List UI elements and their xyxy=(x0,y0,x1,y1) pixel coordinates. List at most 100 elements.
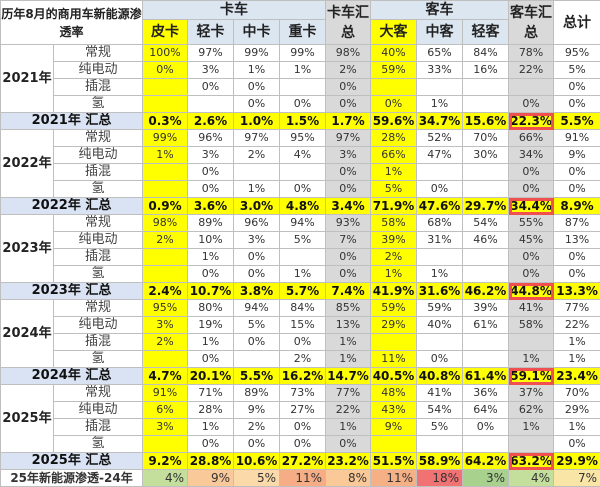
value-cell: 58% xyxy=(371,215,417,232)
value-cell: 0% xyxy=(326,436,371,453)
value-cell: 66% xyxy=(509,130,554,147)
value-cell: 65% xyxy=(417,45,463,62)
value-cell: 87% xyxy=(554,215,600,232)
value-cell: 99% xyxy=(280,45,326,62)
value-cell: 0% xyxy=(554,436,600,453)
value-cell: 5% xyxy=(417,419,463,436)
value-cell: 71% xyxy=(188,385,234,402)
total-cell: 28.8% xyxy=(188,453,234,470)
value-cell: 2% xyxy=(143,232,188,249)
bus-total-highlight-cell: 63.2% xyxy=(509,453,554,470)
diff-cell: 18% xyxy=(417,470,463,487)
value-cell: 40% xyxy=(417,317,463,334)
value-cell: 41% xyxy=(417,385,463,402)
value-cell: 29% xyxy=(371,317,417,334)
value-cell xyxy=(280,164,326,181)
value-cell: 27% xyxy=(280,402,326,419)
value-cell: 0% xyxy=(188,266,234,283)
value-cell: 1% xyxy=(188,334,234,351)
powertrain-label: 纯电动 xyxy=(54,232,143,249)
powertrain-label: 插混 xyxy=(54,164,143,181)
value-cell: 2% xyxy=(371,249,417,266)
value-cell: 0% xyxy=(417,181,463,198)
total-cell: 5.7% xyxy=(280,283,326,300)
value-cell: 96% xyxy=(188,130,234,147)
value-cell: 59% xyxy=(371,62,417,79)
total-cell: 16.2% xyxy=(280,368,326,385)
powertrain-label: 纯电动 xyxy=(54,147,143,164)
total-cell: 31.6% xyxy=(417,283,463,300)
value-cell xyxy=(371,334,417,351)
value-cell: 55% xyxy=(509,215,554,232)
diff-row-label: 25年新能源渗透-24年 xyxy=(1,470,143,487)
total-cell: 23.4% xyxy=(554,368,600,385)
value-cell: 1% xyxy=(188,419,234,436)
value-cell xyxy=(417,334,463,351)
group-header-bus: 客车 xyxy=(371,1,509,20)
value-cell: 1% xyxy=(417,266,463,283)
total-cell: 0.3% xyxy=(143,113,188,130)
total-cell: 3.0% xyxy=(234,198,280,215)
value-cell xyxy=(234,164,280,181)
group-header-truck-total: 卡车汇总 xyxy=(326,1,371,45)
value-cell: 39% xyxy=(371,232,417,249)
value-cell: 0% xyxy=(188,79,234,96)
value-cell xyxy=(280,79,326,96)
total-cell: 10.7% xyxy=(188,283,234,300)
value-cell: 47% xyxy=(417,147,463,164)
powertrain-label: 纯电动 xyxy=(54,402,143,419)
value-cell: 0% xyxy=(326,266,371,283)
total-cell: 1.7% xyxy=(326,113,371,130)
year-label: 2022年 xyxy=(1,130,54,198)
value-cell: 89% xyxy=(188,215,234,232)
value-cell xyxy=(143,96,188,113)
value-cell: 15% xyxy=(280,317,326,334)
value-cell: 59% xyxy=(371,300,417,317)
value-cell: 64% xyxy=(463,402,509,419)
value-cell: 70% xyxy=(463,130,509,147)
value-cell: 1% xyxy=(509,351,554,368)
value-cell: 0% xyxy=(554,249,600,266)
total-cell: 4.8% xyxy=(280,198,326,215)
value-cell: 0% xyxy=(234,96,280,113)
value-cell: 98% xyxy=(326,45,371,62)
value-cell: 33% xyxy=(417,62,463,79)
value-cell: 0% xyxy=(143,62,188,79)
value-cell: 0% xyxy=(188,436,234,453)
value-cell: 85% xyxy=(326,300,371,317)
value-cell: 94% xyxy=(234,300,280,317)
value-cell: 0% xyxy=(234,266,280,283)
value-cell: 0% xyxy=(509,164,554,181)
value-cell xyxy=(463,436,509,453)
total-cell: 3.4% xyxy=(326,198,371,215)
powertrain-label: 氢 xyxy=(54,266,143,283)
year-total-label: 2021年 汇总 xyxy=(1,113,143,130)
total-cell: 20.1% xyxy=(188,368,234,385)
total-cell: 34.7% xyxy=(417,113,463,130)
value-cell: 0% xyxy=(234,436,280,453)
value-cell: 84% xyxy=(463,45,509,62)
table-title: 历年8月的商用车新能源渗透率 xyxy=(1,1,143,45)
powertrain-label: 常规 xyxy=(54,45,143,62)
value-cell: 89% xyxy=(234,385,280,402)
value-cell: 3% xyxy=(188,62,234,79)
value-cell: 31% xyxy=(417,232,463,249)
year-total-label: 2023年 汇总 xyxy=(1,283,143,300)
value-cell xyxy=(509,334,554,351)
value-cell: 0% xyxy=(188,164,234,181)
value-cell: 2% xyxy=(143,334,188,351)
total-cell: 29.9% xyxy=(554,453,600,470)
value-cell: 84% xyxy=(280,300,326,317)
value-cell: 95% xyxy=(554,45,600,62)
value-cell: 1% xyxy=(326,419,371,436)
value-cell: 0% xyxy=(509,96,554,113)
total-cell: 29.7% xyxy=(463,198,509,215)
